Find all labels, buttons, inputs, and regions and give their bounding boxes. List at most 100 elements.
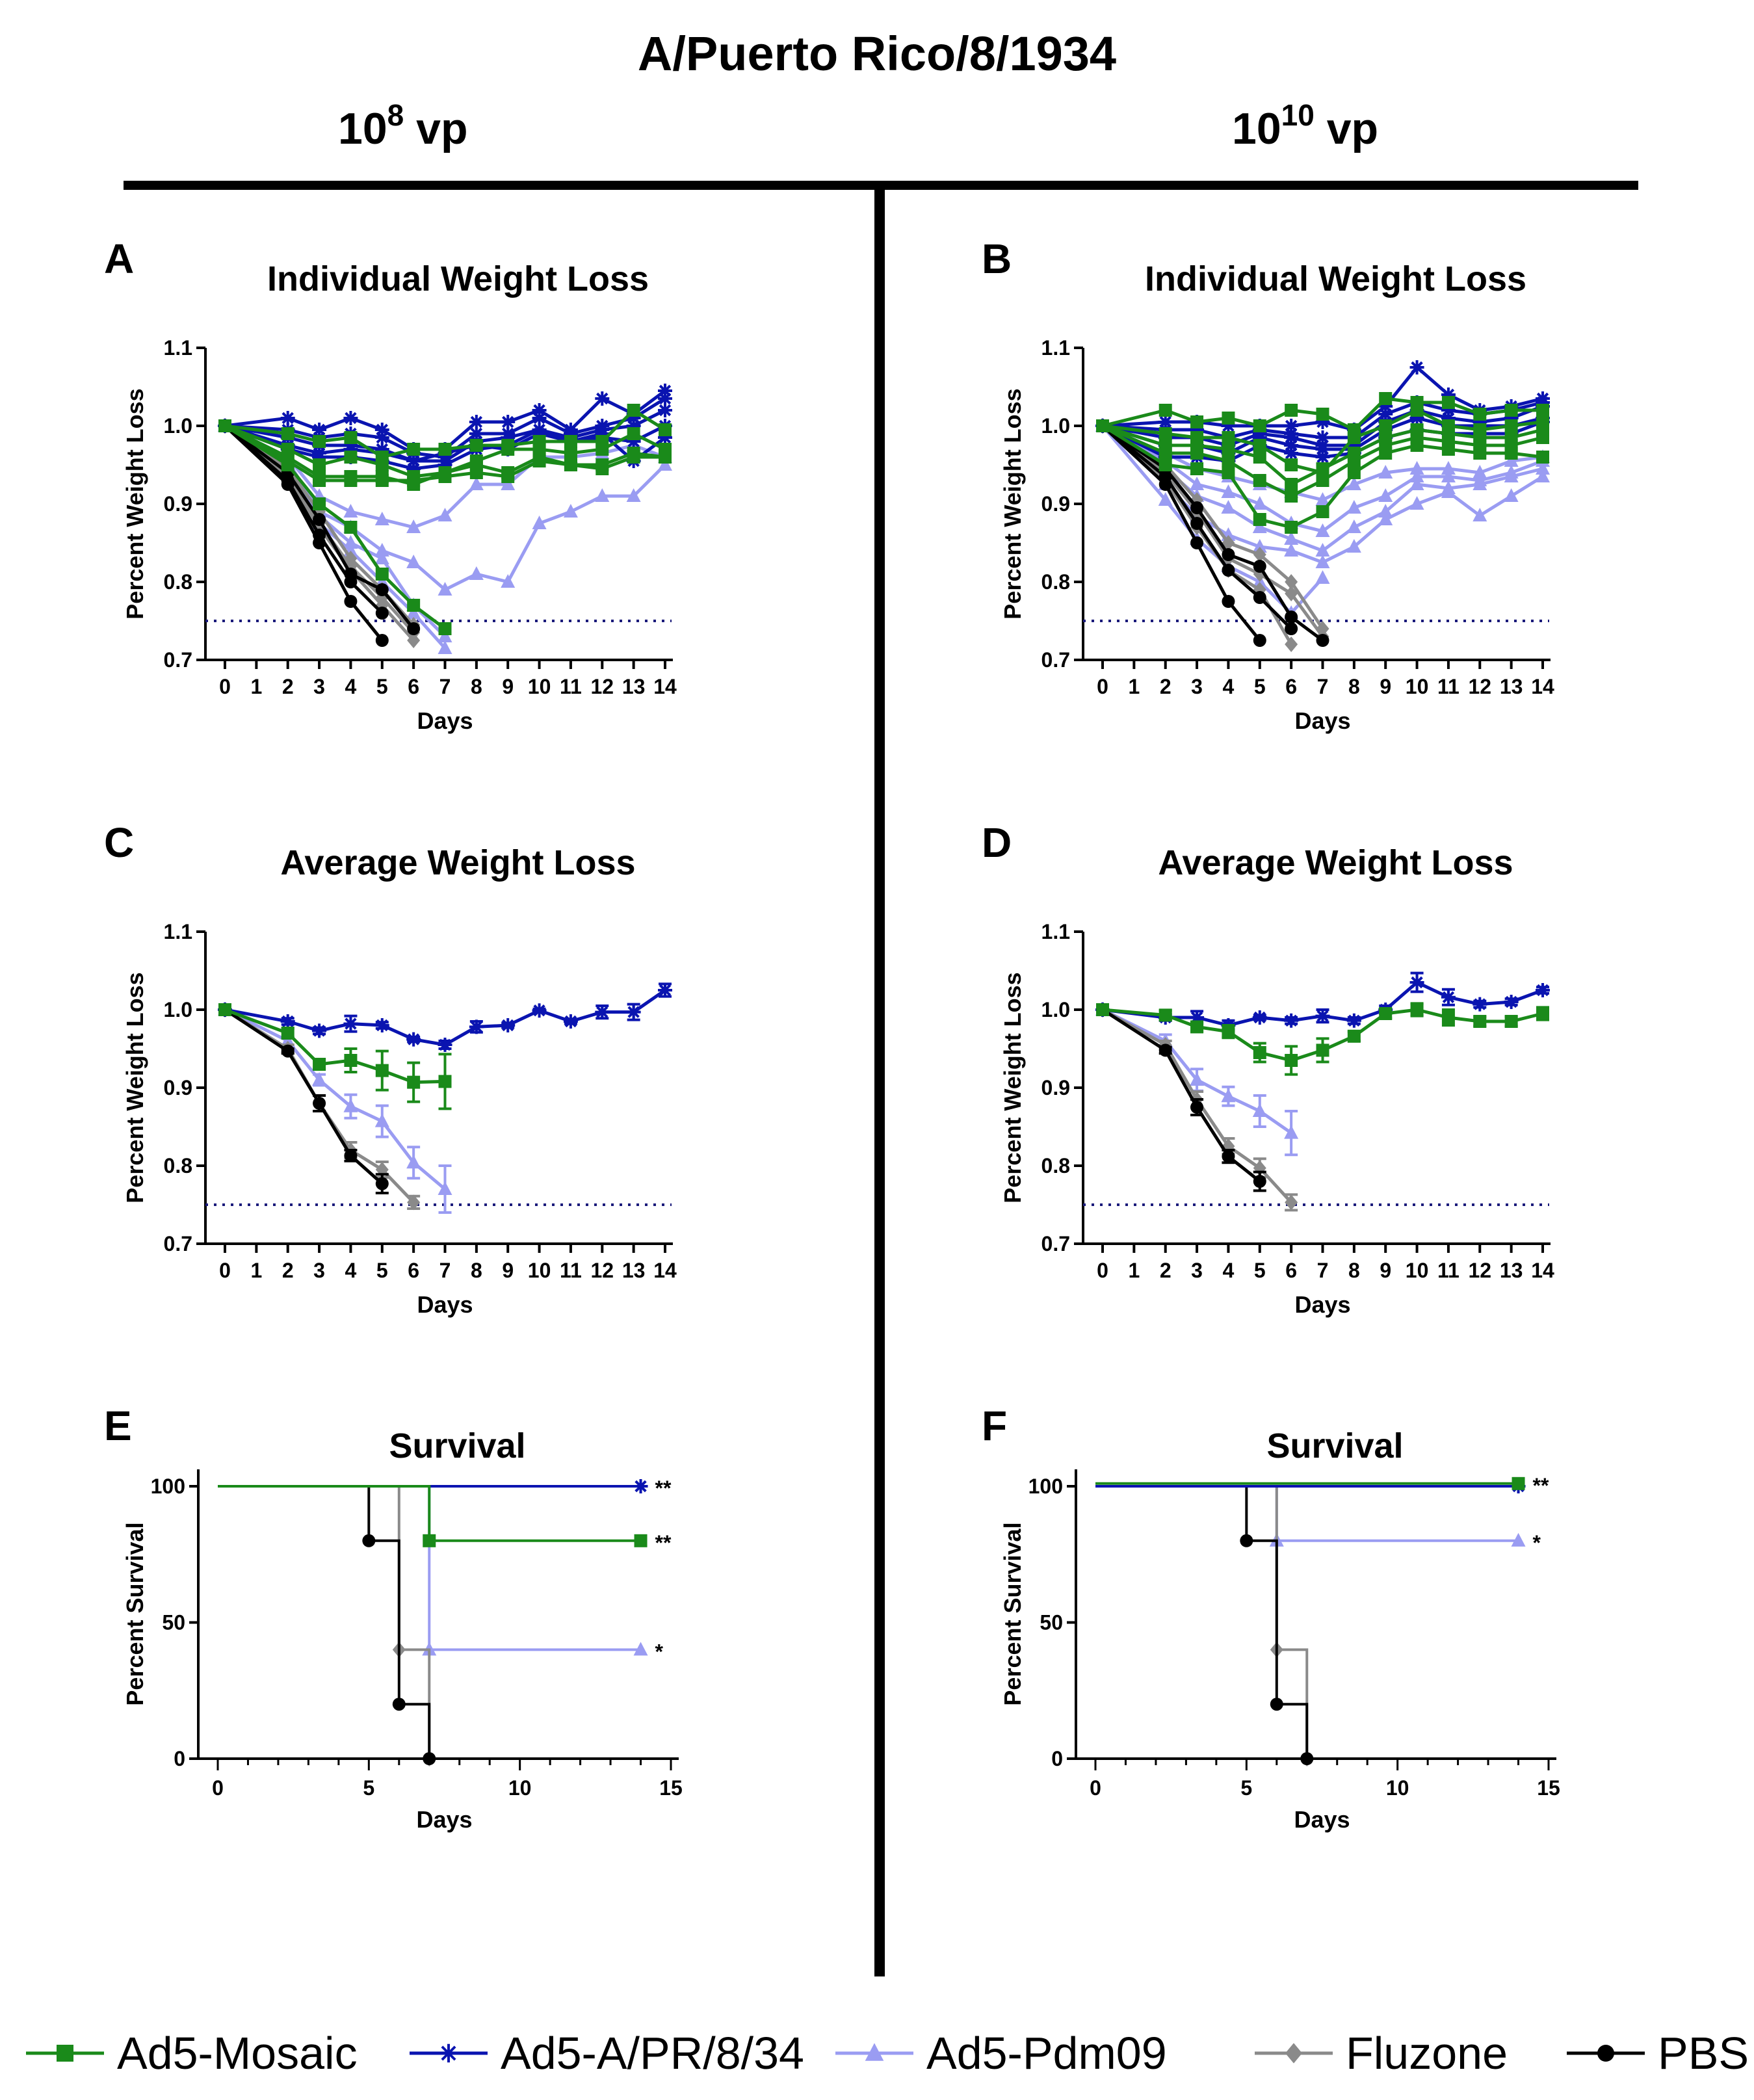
panel-b-point-ad5-mosaic bbox=[1222, 443, 1235, 456]
panel-b-point-ad5-mosaic bbox=[1222, 412, 1235, 425]
panel-a-point-ad5-mosaic bbox=[438, 443, 452, 456]
dose-label-left: 108 vp bbox=[338, 98, 467, 154]
panel-d-point-ad5-a-pr-8-34 bbox=[1252, 1010, 1267, 1025]
panel-b-point-ad5-pdm09 bbox=[1441, 484, 1456, 498]
panel-d-xtick-label: 10 bbox=[1406, 1259, 1429, 1282]
panel-d-point-ad5-a-pr-8-34 bbox=[1346, 1013, 1361, 1028]
panel-c-point-pbs bbox=[375, 1177, 389, 1190]
panel-b-point-ad5-pdm09 bbox=[1346, 539, 1361, 553]
panel-b-point-ad5-pdm09 bbox=[1504, 453, 1519, 467]
panel-b-xtick-label: 4 bbox=[1223, 675, 1235, 698]
panel-b-point-ad5-a-pr-8-34 bbox=[1409, 411, 1424, 425]
panel-c-point-ad5-a-pr-8-34 bbox=[532, 1003, 547, 1018]
panel-d-xtick-label: 11 bbox=[1437, 1259, 1459, 1282]
panel-b-point-ad5-a-pr-8-34 bbox=[1378, 399, 1393, 413]
panel-b-point-ad5-a-pr-8-34 bbox=[1441, 403, 1456, 417]
dose-right-base: 10 bbox=[1232, 104, 1281, 153]
dose-right-exp: 10 bbox=[1281, 98, 1315, 132]
panel-b-point-ad5-pdm09 bbox=[1346, 500, 1361, 514]
panel-b-xtick-label: 2 bbox=[1160, 675, 1172, 698]
panel-b-point-ad5-mosaic bbox=[1190, 415, 1204, 428]
panel-d-xlabel: Days bbox=[1294, 1291, 1350, 1318]
legend-marker-triangle bbox=[865, 2043, 884, 2061]
panel-a-xtick-label: 2 bbox=[282, 675, 294, 698]
panel-f-ytick-label: 0 bbox=[1051, 1747, 1063, 1770]
panel-c-point-ad5-pdm09 bbox=[438, 1181, 452, 1195]
panel-b-xtick-label: 5 bbox=[1254, 675, 1266, 698]
panel-c-xlabel: Days bbox=[417, 1291, 473, 1318]
panel-c-ytick-label: 1.0 bbox=[164, 998, 192, 1021]
panel-d-series-ad5-mosaic-1 bbox=[1096, 1002, 1549, 1076]
panel-c-point-ad5-pdm09 bbox=[312, 1072, 327, 1086]
panel-c-xtick-label: 6 bbox=[408, 1259, 419, 1282]
panel-b-point-ad5-mosaic bbox=[1473, 408, 1487, 421]
panel-b-point-ad5-a-pr-8-34 bbox=[1284, 430, 1299, 445]
legend: Ad5-Mosaic Ad5-A/PR/8/34 Ad5-Pdm09 Fluzone P… bbox=[0, 2015, 1754, 2087]
panel-b-xtick-label: 8 bbox=[1348, 675, 1360, 698]
legend-label: Ad5-Mosaic bbox=[117, 2028, 358, 2079]
panel-d-point-ad5-mosaic bbox=[1253, 1046, 1266, 1059]
panel-d-ytick-label: 0.7 bbox=[1041, 1232, 1070, 1255]
panel-d-point-ad5-mosaic bbox=[1285, 1054, 1298, 1067]
panel-b-point-ad5-a-pr-8-34 bbox=[1441, 411, 1456, 425]
panel-c-series-ad5-mosaic-1 bbox=[218, 1003, 452, 1110]
panel-f-marker-pbs bbox=[1270, 1698, 1283, 1711]
panel-a-point-ad5-pdm09 bbox=[595, 488, 610, 502]
panel-b-point-ad5-mosaic bbox=[1190, 447, 1204, 460]
panel-d-xtick-label: 12 bbox=[1468, 1259, 1491, 1282]
panel-a-point-ad5-a-pr-8-34 bbox=[312, 423, 327, 437]
panel-d: D Average Weight Loss 0.7 0.8 0.9 1.0 1.1 0 1 2 3 4… bbox=[975, 811, 1754, 1371]
panel-e-significance-ad5-pdm09: * bbox=[655, 1640, 664, 1663]
panel-b-point-ad5-mosaic bbox=[1536, 451, 1549, 464]
panel-c-point-ad5-mosaic bbox=[438, 1075, 452, 1088]
panel-b-point-ad5-pdm09 bbox=[1536, 469, 1550, 482]
panel-a-xtick-label: 8 bbox=[471, 675, 482, 698]
legend-label: Ad5-Pdm09 bbox=[926, 2028, 1167, 2079]
panel-b-point-pbs bbox=[1222, 595, 1235, 608]
panel-e-series-pbs bbox=[218, 1485, 436, 1765]
panel-d-point-ad5-pdm09 bbox=[1252, 1103, 1267, 1117]
panel-a-point-ad5-mosaic bbox=[281, 427, 295, 440]
panel-e-xtick-label: 15 bbox=[659, 1776, 683, 1800]
panel-b-point-ad5-pdm09 bbox=[1315, 543, 1330, 557]
panel-c-point-ad5-mosaic bbox=[218, 1003, 231, 1016]
panel-a-point-ad5-pdm09 bbox=[406, 555, 421, 568]
panel-d-point-ad5-a-pr-8-34 bbox=[1441, 990, 1456, 1004]
panel-b-point-ad5-pdm09 bbox=[1315, 492, 1330, 506]
panel-f-significance-ad5-mosaic: ** bbox=[1533, 1474, 1549, 1497]
panel-b-point-ad5-pdm09 bbox=[1409, 461, 1424, 475]
panel-d-xtick-label: 3 bbox=[1191, 1259, 1203, 1282]
panel-a-point-ad5-pdm09 bbox=[563, 504, 578, 518]
panel-b-point-ad5-pdm09 bbox=[1441, 461, 1456, 475]
panel-b-point-pbs bbox=[1222, 548, 1235, 561]
panel-c-xtick-label: 4 bbox=[345, 1259, 357, 1282]
panel-a-xtick-label: 5 bbox=[376, 675, 388, 698]
panel-a-point-ad5-pdm09 bbox=[374, 551, 389, 564]
panel-b-point-ad5-pdm09 bbox=[1473, 465, 1487, 479]
panel-a-point-ad5-a-pr-8-34 bbox=[658, 391, 672, 406]
panel-a-point-ad5-mosaic bbox=[344, 474, 358, 487]
panel-d-line-fluzone bbox=[1101, 1008, 1292, 1204]
panel-b-point-ad5-mosaic bbox=[1158, 427, 1172, 440]
panel-e-step-ad5-mosaic bbox=[218, 1485, 641, 1542]
panel-c-point-ad5-a-pr-8-34 bbox=[406, 1032, 421, 1047]
panel-b-point-ad5-mosaic bbox=[1253, 451, 1266, 464]
panel-f-ytick-label: 100 bbox=[1028, 1475, 1063, 1498]
panel-d-point-fluzone bbox=[1285, 1194, 1298, 1211]
panel-b-point-ad5-a-pr-8-34 bbox=[1284, 419, 1299, 433]
panel-b-point-pbs bbox=[1190, 501, 1204, 514]
panel-c-xtick-label: 1 bbox=[250, 1259, 262, 1282]
panel-a-point-ad5-a-pr-8-34 bbox=[469, 415, 484, 429]
panel-b-point-ad5-a-pr-8-34 bbox=[1284, 438, 1299, 453]
panel-b-point-ad5-mosaic bbox=[1410, 404, 1424, 417]
panel-b-point-ad5-pdm09 bbox=[1346, 477, 1361, 490]
panel-c-point-ad5-a-pr-8-34 bbox=[595, 1004, 610, 1019]
panel-a-point-pbs bbox=[375, 607, 389, 620]
panel-e-xlabel: Days bbox=[416, 1806, 472, 1833]
panel-b-point-pbs bbox=[1285, 610, 1298, 623]
panel-b-point-ad5-pdm09 bbox=[1473, 508, 1487, 521]
panel-b-point-ad5-a-pr-8-34 bbox=[1284, 446, 1299, 460]
